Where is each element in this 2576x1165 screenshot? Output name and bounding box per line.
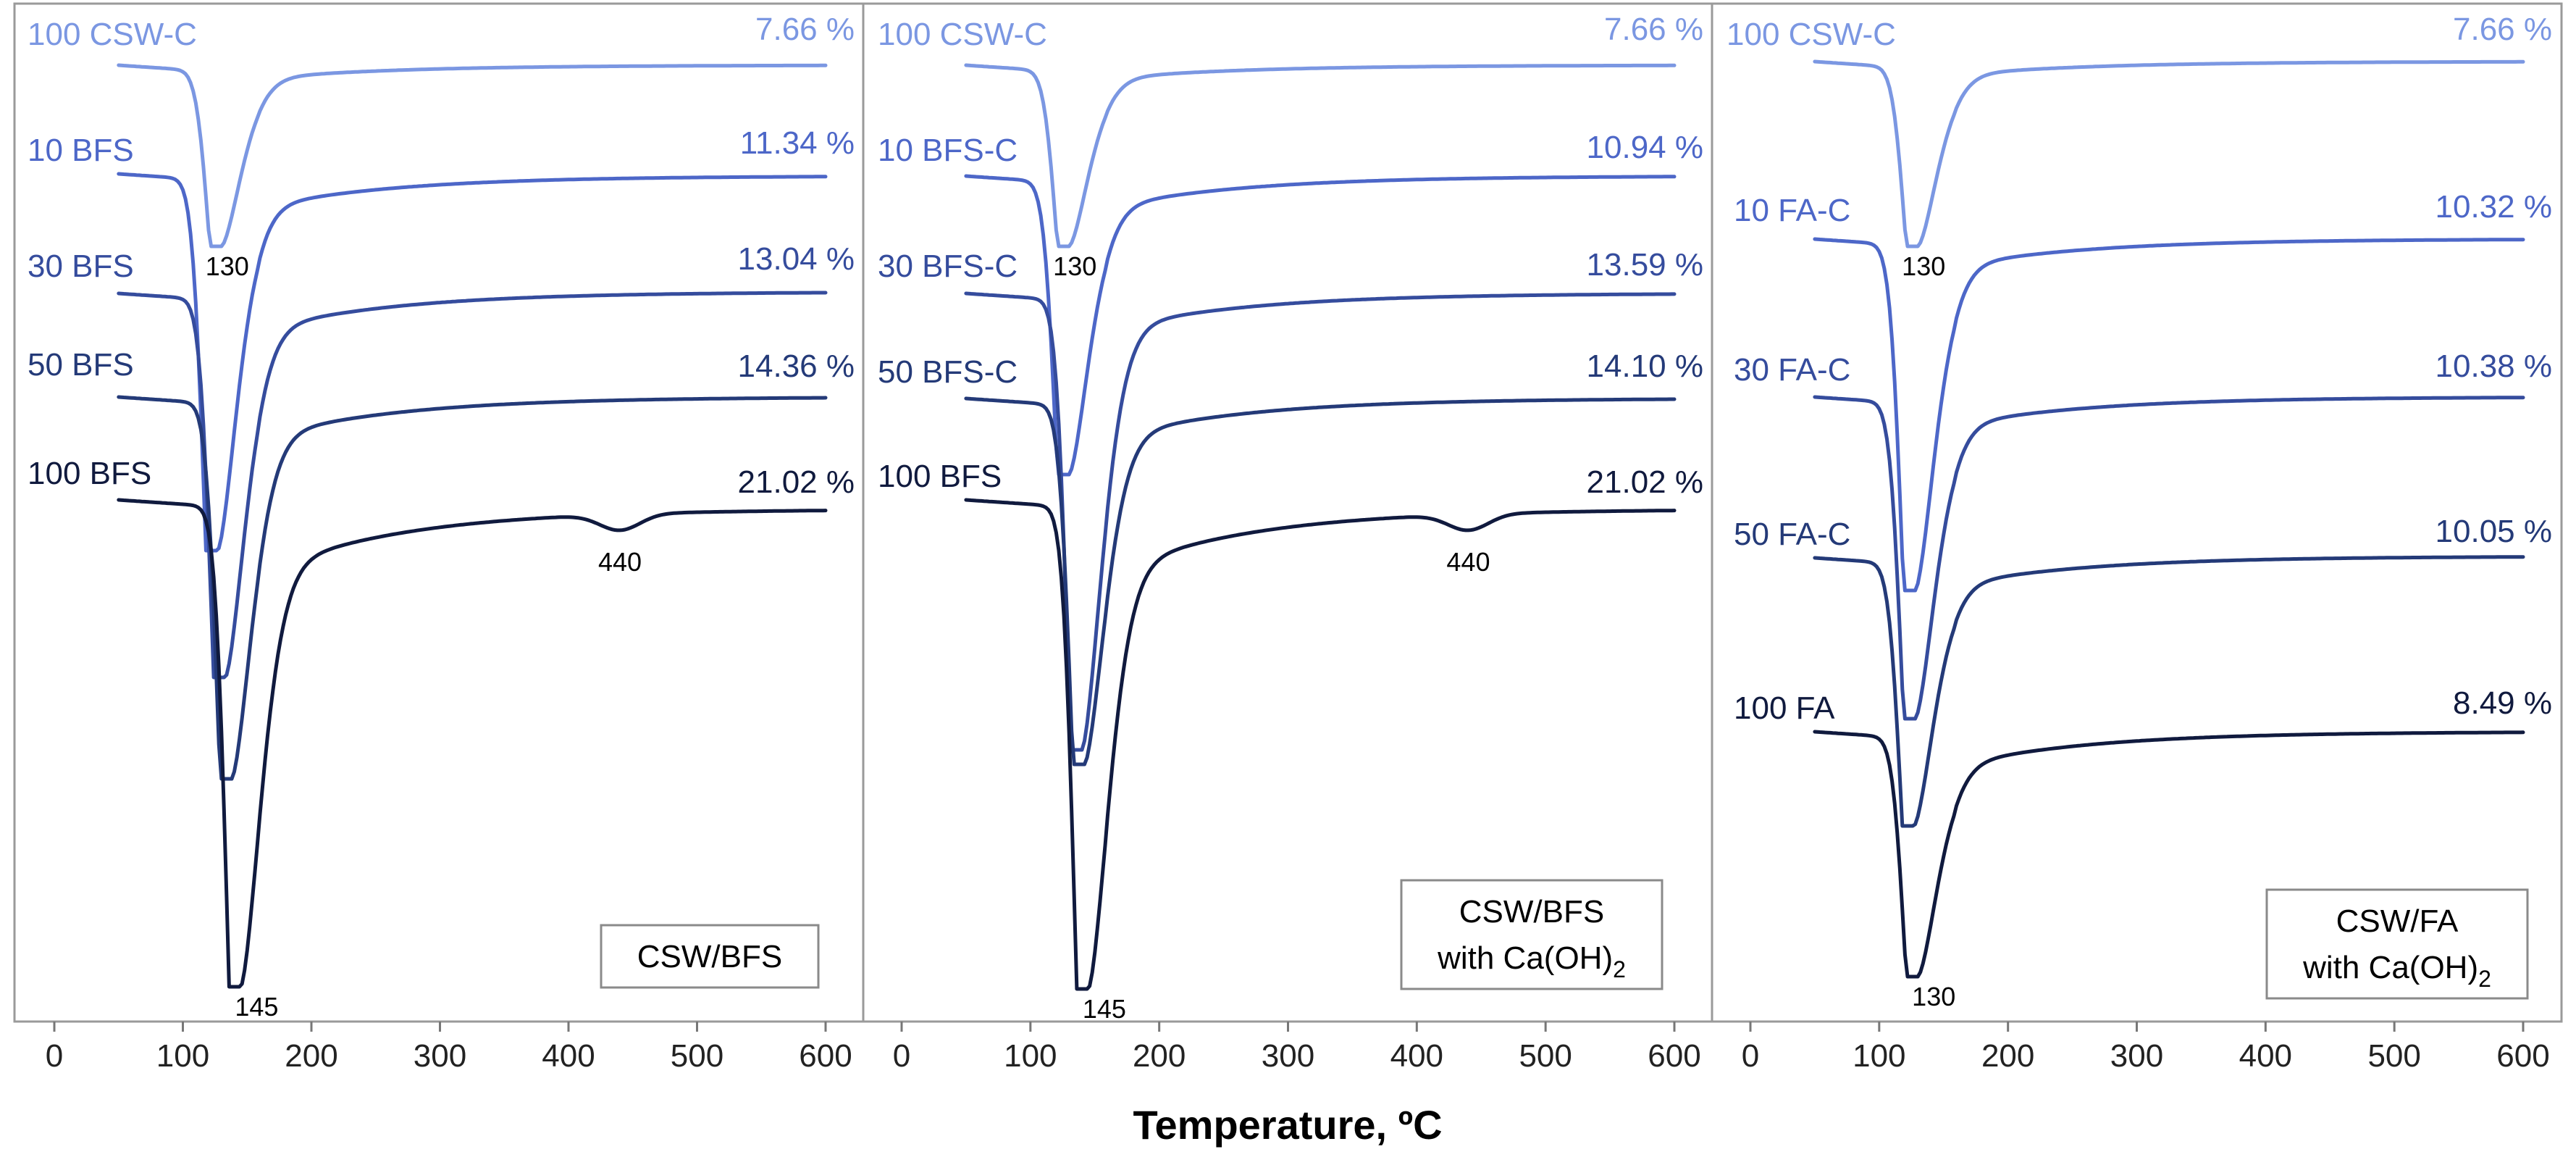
mass-loss-label: 10.32 % (2436, 189, 2552, 225)
series-label: 100 CSW-C (1727, 17, 1896, 52)
mass-loss-label: 7.66 % (2453, 12, 2552, 47)
peak-temp-label: 130 (1053, 251, 1096, 281)
panel-label-subtitle: with Ca(OH)2 (1437, 940, 1626, 982)
series-label: 10 FA-C (1734, 193, 1850, 228)
panel-label-box (2265, 888, 2529, 1000)
series-label: 100 CSW-C (28, 17, 197, 52)
dtg-curve-10-bfs-c (964, 174, 1677, 477)
x-tick-label: 400 (1390, 1038, 1443, 1074)
peak-temp-label: 130 (1912, 982, 1955, 1011)
panel-label-title: CSW/BFS (1459, 894, 1604, 930)
mass-loss-label: 10.05 % (2436, 514, 2552, 549)
peak-temp-label: 145 (1083, 994, 1126, 1024)
panel-label-box (600, 924, 820, 989)
dtg-curve-100-csw-c (964, 63, 1677, 249)
series-label: 10 BFS-C (878, 133, 1018, 168)
dtg-curve-100-csw-c (117, 63, 828, 249)
x-tick-label: 0 (893, 1038, 910, 1074)
x-tick-label: 100 (1853, 1038, 1905, 1074)
series-label: 30 BFS-C (878, 249, 1018, 284)
mass-loss-label: 10.38 % (2436, 348, 2552, 384)
figure-frame (13, 2, 2563, 1023)
x-tick-label: 400 (542, 1038, 595, 1074)
x-tick-label: 500 (671, 1038, 723, 1074)
x-tick-label: 600 (2496, 1038, 2549, 1074)
dtg-curve-30-fa-c (1813, 395, 2525, 721)
series-label: 100 FA (1734, 690, 1835, 726)
dtg-curve-30-bfs-c (964, 291, 1677, 752)
x-tick-label: 300 (2110, 1038, 2163, 1074)
peak-temp-label: 145 (235, 992, 278, 1022)
mass-loss-label: 14.36 % (738, 348, 855, 384)
x-tick-label: 200 (1133, 1038, 1186, 1074)
series-label: 10 BFS (28, 133, 134, 168)
series-label: 50 FA-C (1734, 517, 1850, 552)
mass-loss-label: 7.66 % (1604, 12, 1703, 47)
series-label: 50 BFS-C (878, 354, 1018, 390)
panel-label-box (1400, 879, 1664, 990)
mass-loss-label: 8.49 % (2453, 685, 2552, 721)
dtg-curve-30-bfs (117, 291, 828, 680)
panel-label-title: CSW/FA (2336, 903, 2459, 939)
dtg-curve-10-fa-c (1813, 237, 2525, 593)
series-label: 100 CSW-C (878, 17, 1047, 52)
mass-loss-label: 7.66 % (755, 12, 855, 47)
dtg-curve-100-bfs (117, 498, 828, 989)
x-tick-label: 500 (1519, 1038, 1572, 1074)
dtg-curve-100-bfs (964, 498, 1677, 991)
mass-loss-label: 14.10 % (1587, 348, 1703, 384)
x-tick-label: 500 (2367, 1038, 2420, 1074)
dtg-curve-50-fa-c (1813, 555, 2525, 828)
series-label: 100 BFS (878, 459, 1002, 494)
x-tick-label: 100 (156, 1038, 209, 1074)
x-tick-label: 0 (1742, 1038, 1759, 1074)
peak-temp-label: 130 (206, 251, 249, 281)
x-tick-label: 400 (2239, 1038, 2292, 1074)
panel-csw-bfs: 0 100 200 300 400 500 600 100 CSW-C 7.66 % 130 10 … (28, 12, 855, 1074)
series-label: 100 BFS (28, 456, 151, 491)
mass-loss-label: 11.34 % (740, 125, 855, 161)
peak-temp-label: 130 (1902, 251, 1945, 281)
x-axis-title: Temperature, ºC (1133, 1102, 1442, 1148)
panel-label-subtitle: with Ca(OH)2 (2302, 950, 2491, 992)
panel-label-title: CSW/BFS (637, 939, 782, 974)
x-tick-label: 200 (285, 1038, 337, 1074)
x-tick-label: 200 (1981, 1038, 2034, 1074)
x-tick-label: 600 (1648, 1038, 1700, 1074)
series-label: 30 FA-C (1734, 352, 1850, 388)
dtg-curve-100-fa (1813, 730, 2525, 979)
mass-loss-label: 10.94 % (1587, 130, 1703, 165)
x-tick-label: 600 (799, 1038, 852, 1074)
panel-csw-bfs-caoh2: 0 100 200 300 400 500 600 100 CSW-C 7.66 % 130 10 … (878, 12, 1703, 1074)
series-label: 30 BFS (28, 249, 134, 284)
x-tick-label: 100 (1004, 1038, 1057, 1074)
series-label: 50 BFS (28, 347, 134, 383)
mass-loss-label: 21.02 % (738, 464, 855, 500)
mass-loss-label: 21.02 % (1587, 464, 1703, 500)
dtg-curve-100-csw-c (1813, 59, 2525, 249)
minor-peak-label: 440 (1446, 547, 1490, 577)
dtg-curve-50-bfs (117, 395, 828, 781)
mass-loss-label: 13.04 % (738, 241, 855, 277)
dtg-curve-50-bfs-c (964, 396, 1677, 767)
mass-loss-label: 13.59 % (1587, 247, 1703, 283)
x-tick-label: 0 (46, 1038, 63, 1074)
dtg-curve-10-bfs (117, 172, 828, 553)
panel-csw-fa-caoh2: 0 100 200 300 400 500 600 100 CSW-C 7.66 % 130 10 … (1727, 12, 2552, 1074)
x-tick-label: 300 (414, 1038, 466, 1074)
minor-peak-label: 440 (598, 547, 642, 577)
x-tick-label: 300 (1262, 1038, 1314, 1074)
